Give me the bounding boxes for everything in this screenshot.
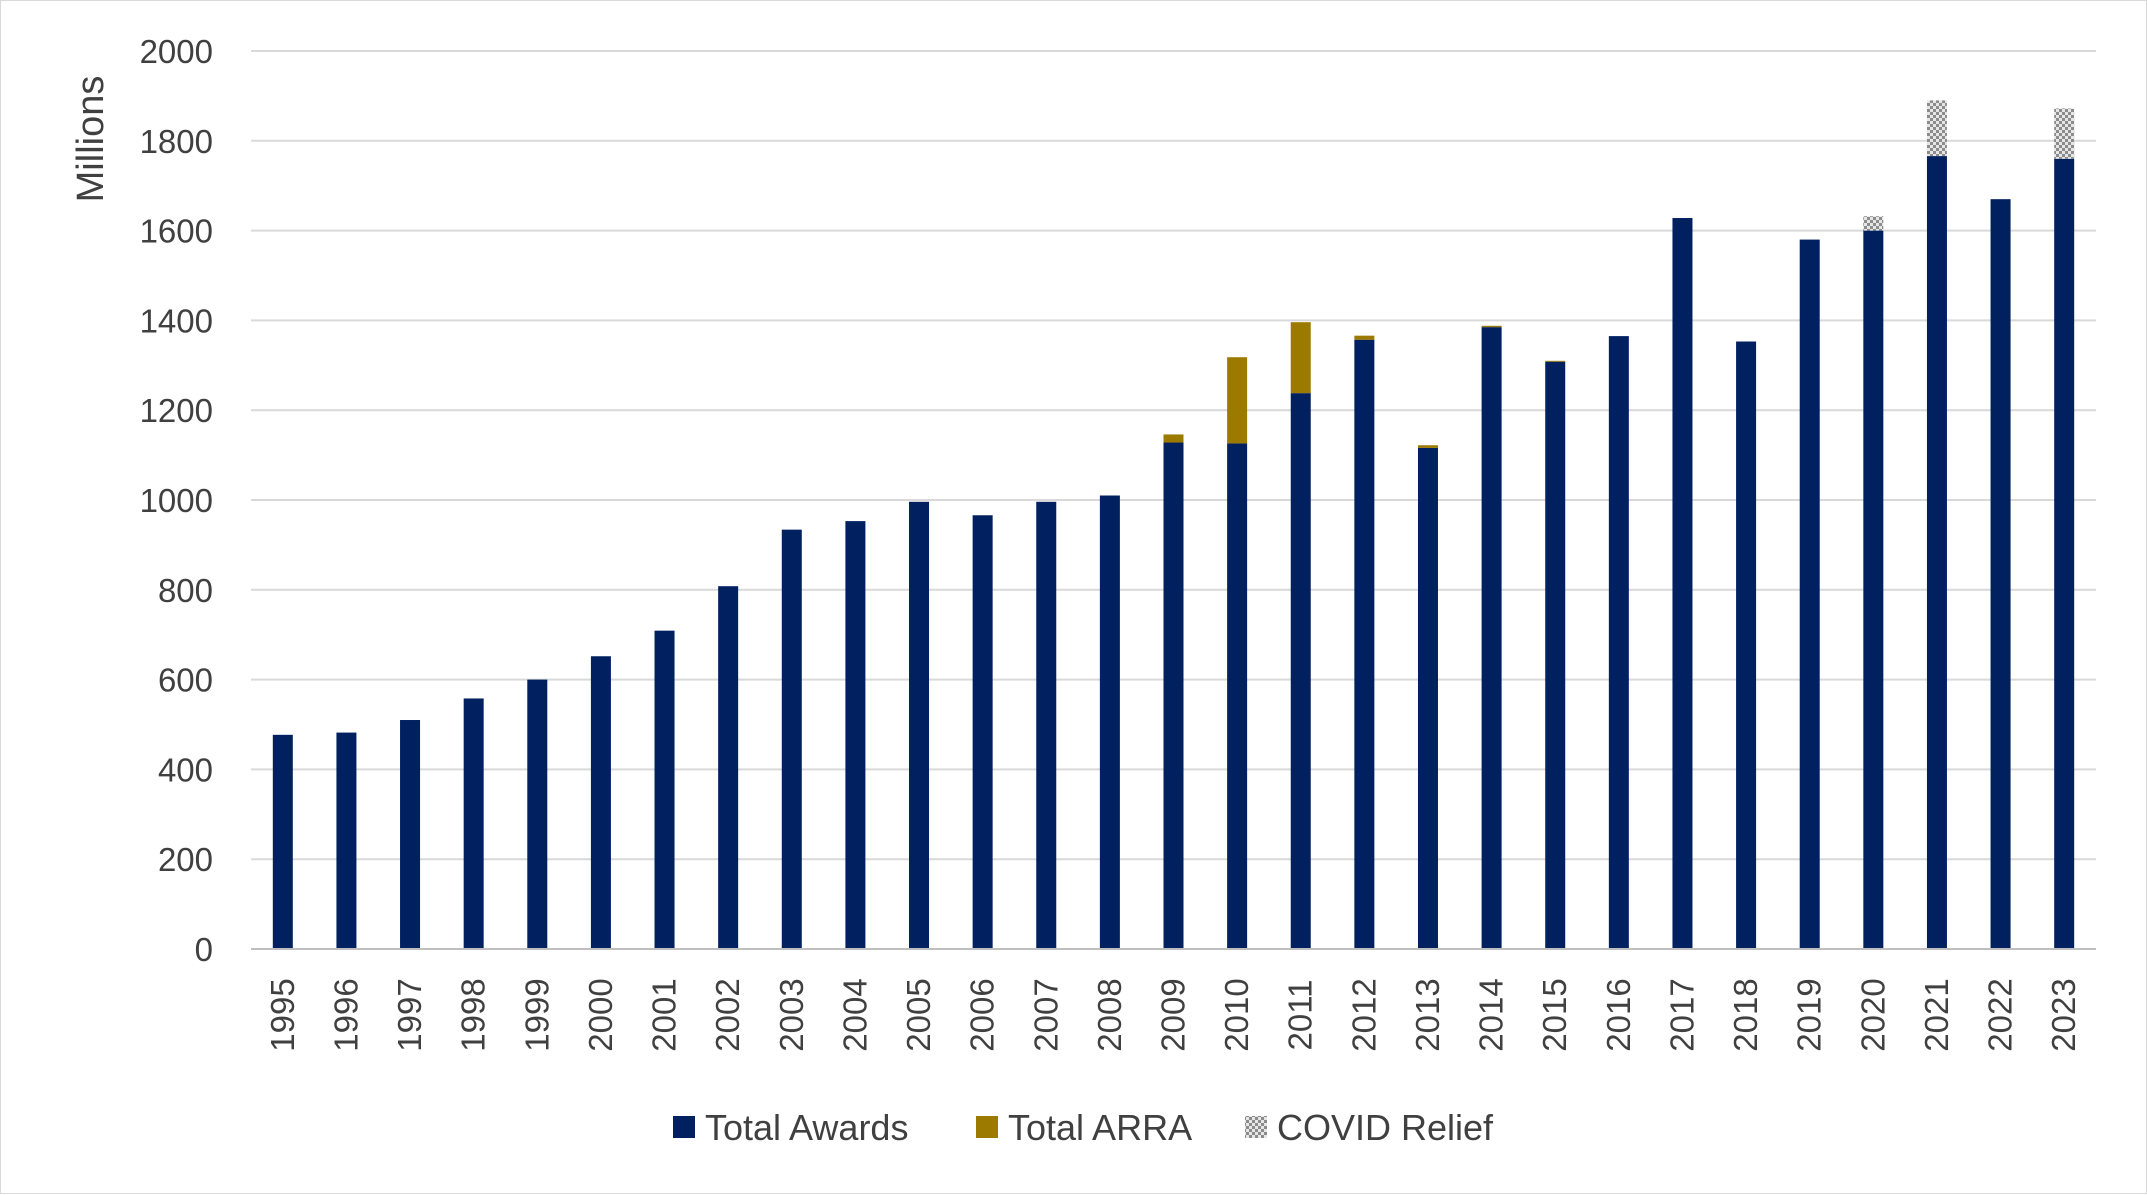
bar-covid-relief-2023 [2054, 108, 2075, 159]
y-tick-label: 1000 [140, 482, 213, 519]
bar-total-awards-2001 [654, 630, 675, 949]
x-tick-label: 2005 [900, 978, 937, 1051]
bar-total-awards-2023 [2054, 158, 2075, 949]
bar-total-awards-2016 [1608, 336, 1629, 949]
bar-covid-relief-2020 [1863, 216, 1884, 231]
x-tick-label: 2000 [582, 978, 619, 1051]
bar-total-awards-1999 [527, 679, 548, 949]
y-tick-label: 800 [158, 572, 213, 609]
legend: Total Awards Total ARRA COVID Relief [673, 1107, 1494, 1148]
y-tick-label: 1800 [140, 123, 213, 160]
bar-total-awards-2011 [1290, 393, 1311, 949]
bar-total-awards-1996 [336, 732, 357, 949]
legend-swatch-total-awards [673, 1116, 695, 1138]
bar-total-arra-2013 [1417, 445, 1438, 448]
bar-total-awards-2010 [1227, 443, 1248, 949]
x-tick-label: 2014 [1473, 978, 1510, 1051]
x-tick-label: 2006 [964, 978, 1001, 1051]
x-tick-label: 2019 [1791, 978, 1828, 1051]
bar-total-awards-2007 [1036, 501, 1057, 949]
x-tick-label: 2011 [1282, 980, 1319, 1051]
bar-total-awards-2002 [718, 586, 739, 949]
y-axis-title: Millions [70, 76, 112, 203]
x-tick-label: 2003 [773, 978, 810, 1051]
y-tick-label: 600 [158, 662, 213, 699]
x-tick-label: 2013 [1409, 978, 1446, 1051]
y-tick-label: 0 [195, 931, 213, 968]
y-tick-label: 1600 [140, 213, 213, 250]
x-tick-label: 1995 [264, 978, 301, 1051]
x-tick-label: 2022 [1982, 978, 2019, 1051]
legend-swatch-total-arra [976, 1116, 998, 1138]
bar-total-awards-2021 [1926, 156, 1947, 950]
x-tick-label: 1998 [455, 978, 492, 1051]
bar-total-awards-2019 [1799, 239, 1820, 949]
legend-label-total-awards: Total Awards [705, 1107, 908, 1148]
bar-total-arra-2011 [1290, 322, 1311, 394]
bar-total-awards-2003 [781, 529, 802, 949]
legend-label-covid-relief: COVID Relief [1277, 1107, 1494, 1148]
bar-total-awards-2005 [909, 501, 930, 949]
x-tick-label: 2015 [1536, 978, 1573, 1051]
x-tick-label: 1997 [391, 978, 428, 1051]
bar-total-arra-2012 [1354, 335, 1375, 340]
y-tick-label: 200 [158, 841, 213, 878]
x-tick-label: 2008 [1091, 978, 1128, 1051]
x-tick-label: 2023 [2045, 978, 2082, 1051]
x-tick-label: 2021 [1918, 978, 1955, 1051]
bar-total-awards-2014 [1481, 327, 1502, 949]
bar-covid-relief-2021 [1926, 100, 1947, 157]
bar-total-arra-2009 [1163, 434, 1184, 443]
bar-total-awards-2006 [972, 515, 993, 949]
x-tick-label: 2007 [1027, 978, 1064, 1051]
y-tick-label: 400 [158, 751, 213, 788]
x-tick-label: 2004 [836, 978, 873, 1051]
bar-total-awards-2013 [1417, 447, 1438, 949]
bar-total-awards-2015 [1545, 361, 1566, 949]
bar-total-awards-2008 [1099, 495, 1120, 949]
x-tick-label: 2009 [1155, 978, 1192, 1051]
bar-total-awards-1997 [400, 720, 421, 949]
axes: 0 200 400 600 800 1000 1200 1400 1600 1800 2000 199… [140, 33, 2096, 1052]
bar-total-awards-2004 [845, 521, 866, 949]
y-tick-label: 1200 [140, 392, 213, 429]
x-tick-label: 2001 [646, 978, 683, 1051]
bars [272, 100, 2075, 950]
bar-total-arra-2015 [1545, 360, 1566, 362]
legend-swatch-covid-relief [1245, 1116, 1267, 1138]
bar-total-awards-2012 [1354, 339, 1375, 949]
x-tick-label: 1996 [327, 978, 364, 1051]
x-tick-label: 2016 [1600, 978, 1637, 1051]
x-tick-label: 2002 [709, 978, 746, 1051]
y-tick-label: 2000 [140, 33, 213, 70]
x-tick-label: 1999 [518, 978, 555, 1051]
x-tick-label: 2017 [1663, 978, 1700, 1051]
bar-total-awards-2020 [1863, 230, 1884, 950]
bar-total-awards-2022 [1990, 199, 2011, 950]
x-tick-label: 2018 [1727, 978, 1764, 1051]
legend-label-total-arra: Total ARRA [1008, 1107, 1192, 1148]
bar-total-awards-2018 [1736, 341, 1757, 949]
bar-total-awards-1995 [272, 734, 293, 949]
bar-total-awards-2009 [1163, 442, 1184, 949]
x-tick-label: 2020 [1854, 978, 1891, 1051]
bar-total-awards-2017 [1672, 218, 1693, 949]
bar-total-arra-2010 [1227, 357, 1248, 444]
x-tick-label: 2010 [1218, 978, 1255, 1051]
bar-total-awards-2000 [590, 656, 611, 949]
bar-total-arra-2014 [1481, 325, 1502, 328]
y-tick-label: 1400 [140, 302, 213, 339]
x-tick-label: 2012 [1345, 978, 1382, 1051]
bar-total-awards-1998 [463, 698, 484, 949]
